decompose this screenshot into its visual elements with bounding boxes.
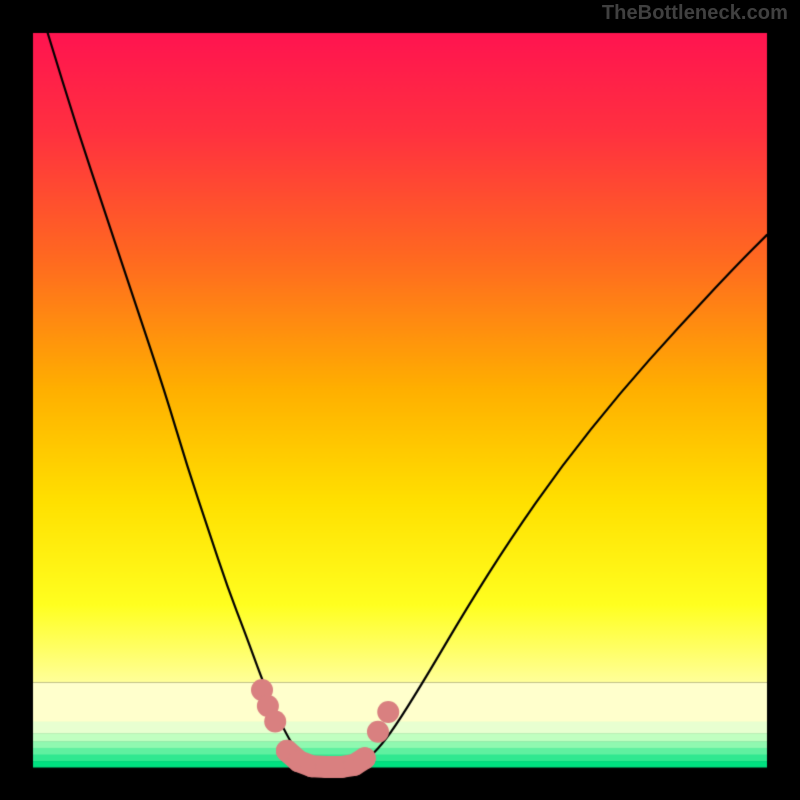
bottleneck-chart-canvas (0, 0, 800, 800)
watermark-text: TheBottleneck.com (602, 2, 788, 25)
chart-container: TheBottleneck.com (0, 0, 800, 800)
